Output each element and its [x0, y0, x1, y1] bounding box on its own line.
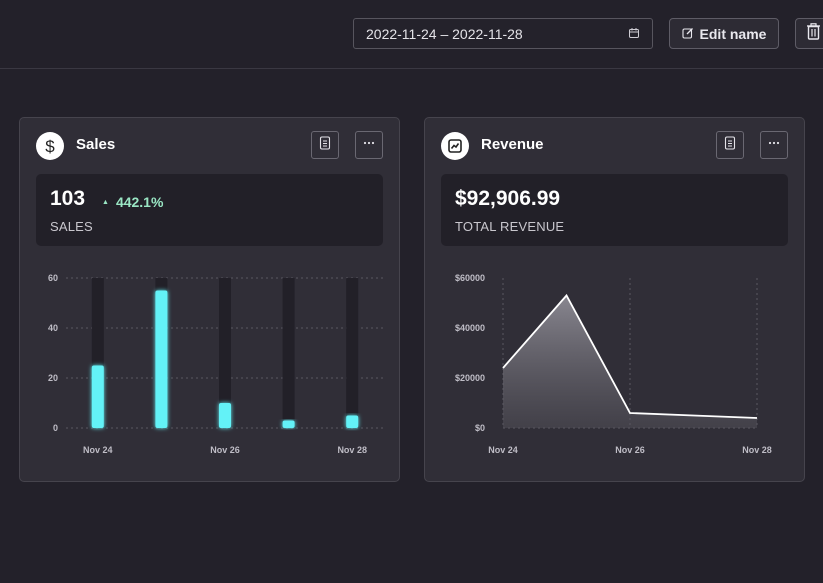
x-tick-label: Nov 28 — [337, 445, 367, 455]
y-tick-label: 40 — [48, 323, 58, 333]
revenue-value: $92,906.99 — [455, 187, 561, 210]
ellipsis-icon — [362, 136, 376, 155]
ellipsis-icon — [767, 136, 781, 155]
x-tick-label: Nov 26 — [210, 445, 240, 455]
bar-track — [282, 278, 295, 428]
details-button[interactable] — [716, 131, 744, 159]
svg-text:$: $ — [45, 137, 55, 155]
delete-button[interactable] — [795, 18, 823, 49]
trend-chart-icon — [441, 132, 469, 160]
more-options-button[interactable] — [355, 131, 383, 159]
x-tick-label: Nov 26 — [615, 445, 645, 455]
edit-icon — [681, 26, 694, 42]
more-options-button[interactable] — [760, 131, 788, 159]
revenue-area-chart: $0 $20000 $40000 $60000 Nov 24 Nov 26 Nov 28 — [455, 273, 772, 455]
bar — [91, 365, 104, 428]
sales-label: SALES — [50, 219, 93, 234]
sales-value: 103 — [50, 187, 86, 210]
bar — [282, 420, 295, 428]
revenue-label: TOTAL REVENUE — [455, 219, 565, 234]
details-button[interactable] — [311, 131, 339, 159]
x-tick-label: Nov 28 — [742, 445, 772, 455]
date-range-picker[interactable]: 2022-11-24 – 2022-11-28 — [353, 18, 653, 49]
edit-name-button[interactable]: Edit name — [669, 18, 779, 49]
calendar-icon — [628, 26, 640, 42]
y-tick-label: 60 — [48, 273, 58, 283]
series-line — [502, 293, 758, 419]
dollar-icon: $ — [36, 132, 64, 160]
edit-name-label: Edit name — [699, 25, 767, 42]
y-tick-label: $20000 — [455, 373, 485, 383]
revenue-card: Revenue $92,906.99 TOTAL REVENUE $0 $2000… — [424, 117, 805, 482]
x-tick-label: Nov 24 — [488, 445, 518, 455]
y-tick-label: $60000 — [455, 273, 485, 283]
y-tick-label: $40000 — [455, 323, 485, 333]
bar — [219, 403, 231, 428]
y-tick-label: 0 — [53, 423, 58, 433]
up-arrow-icon: ▲ — [102, 198, 109, 206]
sales-stat-box: 103 ▲ 442.1% SALES — [36, 174, 383, 246]
bar-track — [346, 278, 359, 428]
bar — [346, 415, 359, 428]
revenue-stat-box: $92,906.99 TOTAL REVENUE — [441, 174, 788, 246]
bar-track — [219, 278, 231, 428]
trash-icon — [806, 22, 821, 45]
sales-change: ▲ 442.1% — [102, 194, 163, 210]
card-title: Sales — [76, 136, 116, 153]
document-icon — [318, 135, 332, 155]
date-range-value: 2022-11-24 – 2022-11-28 — [366, 25, 523, 42]
x-tick-label: Nov 24 — [83, 445, 113, 455]
area-fill — [503, 295, 757, 428]
top-toolbar: 2022-11-24 – 2022-11-28 Edit name — [0, 0, 823, 69]
y-tick-label: $0 — [475, 423, 485, 433]
sales-bar-chart: 0 20 40 60 Nov 24 Nov 26 Nov 28 — [48, 273, 384, 455]
bar — [155, 290, 168, 428]
card-title: Revenue — [481, 136, 544, 153]
sales-change-value: 442.1% — [115, 194, 164, 210]
y-tick-label: 20 — [48, 373, 58, 383]
sales-card: $ Sales 103 ▲ 442.1% SALES 0 20 40 60 Nov 24… — [19, 117, 400, 482]
document-icon — [723, 135, 737, 155]
